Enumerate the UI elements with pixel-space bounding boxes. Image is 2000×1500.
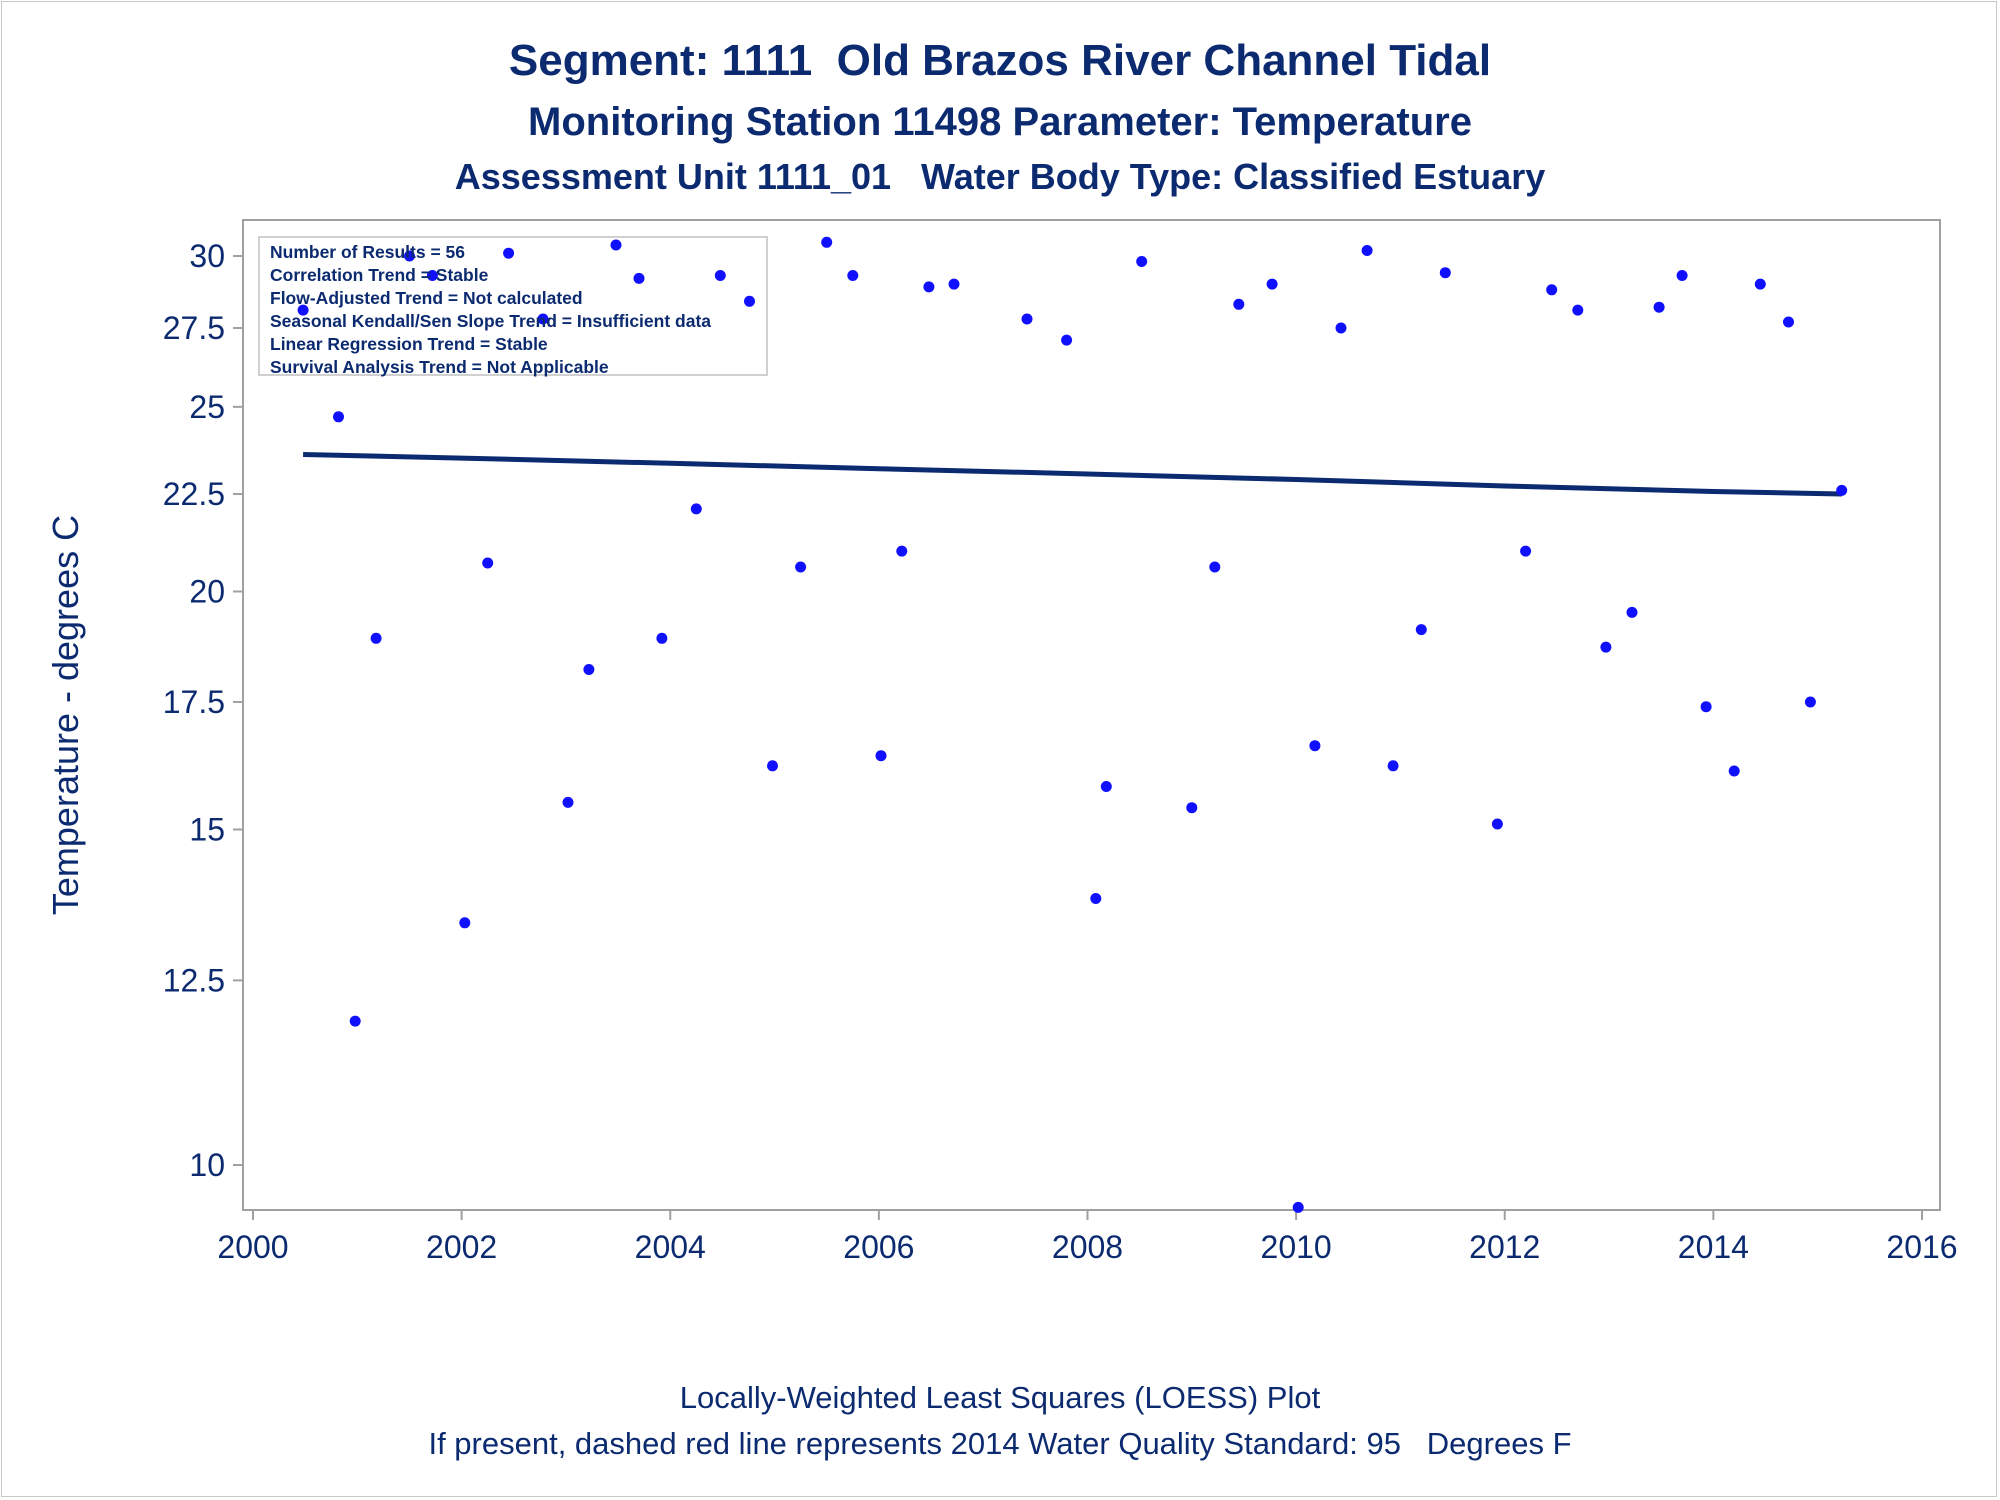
y-tick-label: 12.5	[163, 962, 225, 998]
data-points-group	[297, 236, 1848, 1213]
x-tick-label: 2004	[635, 1229, 706, 1265]
data-point	[610, 239, 622, 251]
y-tick-label: 20	[189, 573, 225, 609]
data-point	[875, 750, 887, 762]
data-point	[370, 632, 382, 644]
data-point	[1626, 606, 1638, 618]
data-point	[482, 557, 494, 569]
data-point	[1021, 313, 1033, 325]
data-point	[1309, 740, 1321, 752]
data-point	[1804, 696, 1816, 708]
data-point	[426, 270, 438, 281]
x-tick-label: 2012	[1469, 1229, 1540, 1265]
y-tick-label: 22.5	[163, 476, 225, 512]
stat-survival-analysis-trend: Survival Analysis Trend = Not Applicable	[270, 357, 609, 377]
x-tick-label: 2014	[1678, 1229, 1749, 1265]
data-point	[1600, 641, 1612, 653]
x-tick-label: 2002	[426, 1229, 497, 1265]
data-point	[821, 236, 833, 248]
data-point	[1572, 304, 1584, 316]
x-tick-label: 2008	[1052, 1229, 1123, 1265]
data-point	[1728, 765, 1740, 777]
data-point	[1700, 701, 1712, 713]
loess-trend-line	[303, 452, 1842, 497]
footnote-loess: Locally-Weighted Least Squares (LOESS) P…	[679, 1380, 1321, 1415]
data-point	[1061, 334, 1073, 346]
data-point	[404, 250, 415, 262]
data-point	[1836, 484, 1848, 496]
data-point	[1266, 278, 1278, 290]
chart-subtitle: Monitoring Station 11498 Parameter: Temp…	[528, 100, 1472, 144]
plot-area	[242, 219, 1941, 1211]
data-point	[1783, 316, 1794, 328]
data-point	[847, 270, 859, 281]
chart-title: Segment: 1111 Old Brazos River Channel T…	[508, 36, 1492, 85]
data-point	[562, 796, 574, 808]
x-axis: 2000 2002 2004 2006 2008 2010 2012 2014 2016	[217, 1210, 1958, 1265]
stat-seasonal-kendall-trend: Seasonal Kendall/Sen Slope Trend = Insuf…	[270, 311, 712, 331]
data-point	[1233, 298, 1245, 310]
footnote-standard: If present, dashed red line represents 2…	[428, 1426, 1572, 1461]
data-point	[767, 760, 778, 772]
y-axis-label: Temperature - degrees C	[45, 515, 86, 915]
data-point	[1676, 270, 1688, 281]
data-point	[948, 278, 960, 290]
data-point	[297, 304, 309, 316]
stat-flow-adjusted-trend: Flow-Adjusted Trend = Not calculated	[270, 288, 583, 308]
y-tick-label: 25	[189, 389, 225, 425]
stat-linear-regression-trend: Linear Regression Trend = Stable	[270, 334, 548, 354]
stat-correlation-trend: Correlation Trend = Stable	[270, 265, 489, 285]
data-point	[1292, 1201, 1304, 1213]
data-point	[1361, 245, 1373, 256]
x-tick-label: 2010	[1261, 1229, 1332, 1265]
trend-stats-box: Number of Results = 56 Correlation Trend…	[258, 236, 768, 377]
data-point	[583, 664, 595, 675]
data-point	[349, 1015, 361, 1027]
data-point	[744, 295, 755, 307]
data-point	[1754, 278, 1766, 290]
data-point	[656, 632, 668, 644]
data-point	[1520, 545, 1532, 557]
y-tick-label: 30	[189, 238, 225, 274]
data-point	[459, 917, 471, 929]
data-point	[1387, 760, 1399, 772]
x-tick-label: 2000	[217, 1229, 288, 1265]
data-point	[1439, 267, 1451, 279]
data-point	[896, 545, 908, 557]
y-tick-label: 10	[189, 1147, 225, 1183]
x-tick-label: 2006	[843, 1229, 914, 1265]
data-point	[633, 272, 645, 284]
y-tick-label: 27.5	[163, 310, 225, 346]
data-point	[1090, 893, 1102, 904]
data-point	[714, 270, 726, 281]
data-point	[1209, 561, 1221, 573]
data-point	[1335, 322, 1347, 334]
data-point	[795, 561, 807, 573]
data-point	[1136, 256, 1148, 267]
y-tick-label: 15	[189, 812, 225, 848]
data-point	[1653, 301, 1665, 313]
data-point	[1415, 624, 1427, 636]
data-point	[690, 503, 702, 515]
data-point	[1186, 802, 1198, 814]
data-point	[333, 411, 344, 423]
stat-number-of-results: Number of Results = 56	[270, 242, 465, 262]
data-point	[537, 313, 549, 325]
data-point	[1100, 781, 1112, 792]
y-axis: 10 12.5 15 17.5 20 22.5 25 27.5 30	[163, 238, 243, 1183]
loess-trend-line-group	[303, 452, 1842, 497]
chart-subtitle-2: Assessment Unit 1111_01 Water Body Type:…	[454, 156, 1546, 197]
data-point	[503, 247, 515, 259]
data-point	[923, 281, 935, 293]
x-tick-label: 2016	[1886, 1229, 1957, 1265]
y-tick-label: 17.5	[163, 684, 225, 720]
data-point	[1546, 284, 1558, 296]
data-point	[1491, 818, 1503, 830]
